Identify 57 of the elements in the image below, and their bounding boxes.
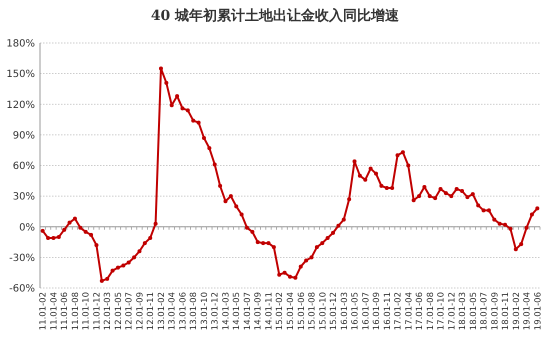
x-tick-label: 12.01-11 bbox=[146, 292, 156, 330]
x-tick-label: 15.01-08 bbox=[308, 292, 318, 330]
x-tick-label: 13.01-06 bbox=[178, 292, 188, 330]
x-tick-label: 14.01-07 bbox=[242, 292, 253, 330]
x-tick-label: 15.01-06 bbox=[296, 292, 307, 330]
x-tick-label: 12.01-03 bbox=[103, 292, 114, 330]
x-tick-label: 19.01-04 bbox=[522, 292, 533, 330]
x-tick-label: 16.01-07 bbox=[361, 292, 372, 330]
chart-title: 40 城年初累计土地出让金收入同比增速 bbox=[150, 7, 400, 24]
x-tick-label: 11.01-10 bbox=[82, 292, 92, 330]
x-tick-label: 15.01-04 bbox=[286, 292, 296, 330]
x-tick-label: 13.01-04 bbox=[168, 292, 178, 330]
x-tick-label: 16.01-05 bbox=[350, 292, 361, 330]
x-tick-label: 15.01-02 bbox=[275, 292, 286, 330]
x-tick-label: 18.01-11 bbox=[501, 292, 512, 330]
x-tick-label: 11.01-06 bbox=[60, 292, 70, 330]
x-tick-label: 13.01-08 bbox=[189, 292, 200, 330]
x-tick-label: 16.01-11 bbox=[382, 292, 393, 330]
x-tick-label: 17.01-06 bbox=[415, 292, 426, 330]
y-tick-label: 150% bbox=[6, 69, 35, 80]
x-tick-label: 12.01-09 bbox=[135, 292, 146, 330]
y-tick-label: 0% bbox=[19, 222, 35, 234]
x-tick-label: 14.01-09 bbox=[254, 292, 264, 330]
y-tick-label: -60% bbox=[9, 284, 35, 294]
y-tick-label: 120% bbox=[6, 100, 35, 111]
x-tick-label: 11.01-04 bbox=[49, 292, 60, 330]
x-tick-label: 11.01-12 bbox=[92, 292, 102, 330]
x-tick-label: 16.01-03 bbox=[340, 292, 350, 330]
x-tick-label: 13.01-10 bbox=[200, 292, 210, 330]
x-tick-label: 13.01-12 bbox=[210, 292, 221, 330]
x-tick-label: 18.01-09 bbox=[490, 292, 500, 330]
x-tick-label: 17.01-10 bbox=[436, 292, 447, 330]
y-tick-label: 180% bbox=[6, 38, 35, 50]
x-tick-label: 18.01-05 bbox=[468, 292, 479, 330]
x-tick-label: 17.01-12 bbox=[447, 292, 458, 330]
x-tick-label: 16.01-09 bbox=[372, 292, 382, 330]
x-tick-label: 15.01-10 bbox=[318, 292, 328, 330]
x-tick-label: 13.01-02 bbox=[156, 292, 167, 330]
x-tick-label: 14.01-03 bbox=[221, 292, 232, 330]
x-tick-label: 18.01-07 bbox=[480, 292, 490, 330]
y-tick-label: -30% bbox=[9, 252, 35, 264]
x-tick-label: 14.01-05 bbox=[232, 292, 242, 330]
y-tick-label: 60% bbox=[12, 161, 35, 172]
x-tick-label: 15.01-12 bbox=[329, 292, 340, 330]
x-tick-label: 12.01-05 bbox=[114, 292, 124, 330]
x-tick-label: 18.01-03 bbox=[458, 292, 468, 330]
x-tick-label: 17.01-08 bbox=[426, 292, 436, 330]
x-tick-label: 19.01-06 bbox=[533, 292, 544, 330]
x-tick-label: 17.01-04 bbox=[404, 292, 414, 330]
x-tick-label: 11.01-02 bbox=[38, 292, 49, 330]
x-tick-label: 12.01-07 bbox=[124, 292, 135, 330]
x-tick-label: 17.01-02 bbox=[394, 292, 404, 330]
y-tick-label: 30% bbox=[12, 192, 35, 203]
y-tick-label: 90% bbox=[12, 130, 35, 142]
x-tick-label: 14.01-11 bbox=[264, 292, 274, 330]
x-tick-label: 11.01-08 bbox=[70, 292, 81, 330]
x-tick-label: 19.01-02 bbox=[512, 292, 522, 330]
